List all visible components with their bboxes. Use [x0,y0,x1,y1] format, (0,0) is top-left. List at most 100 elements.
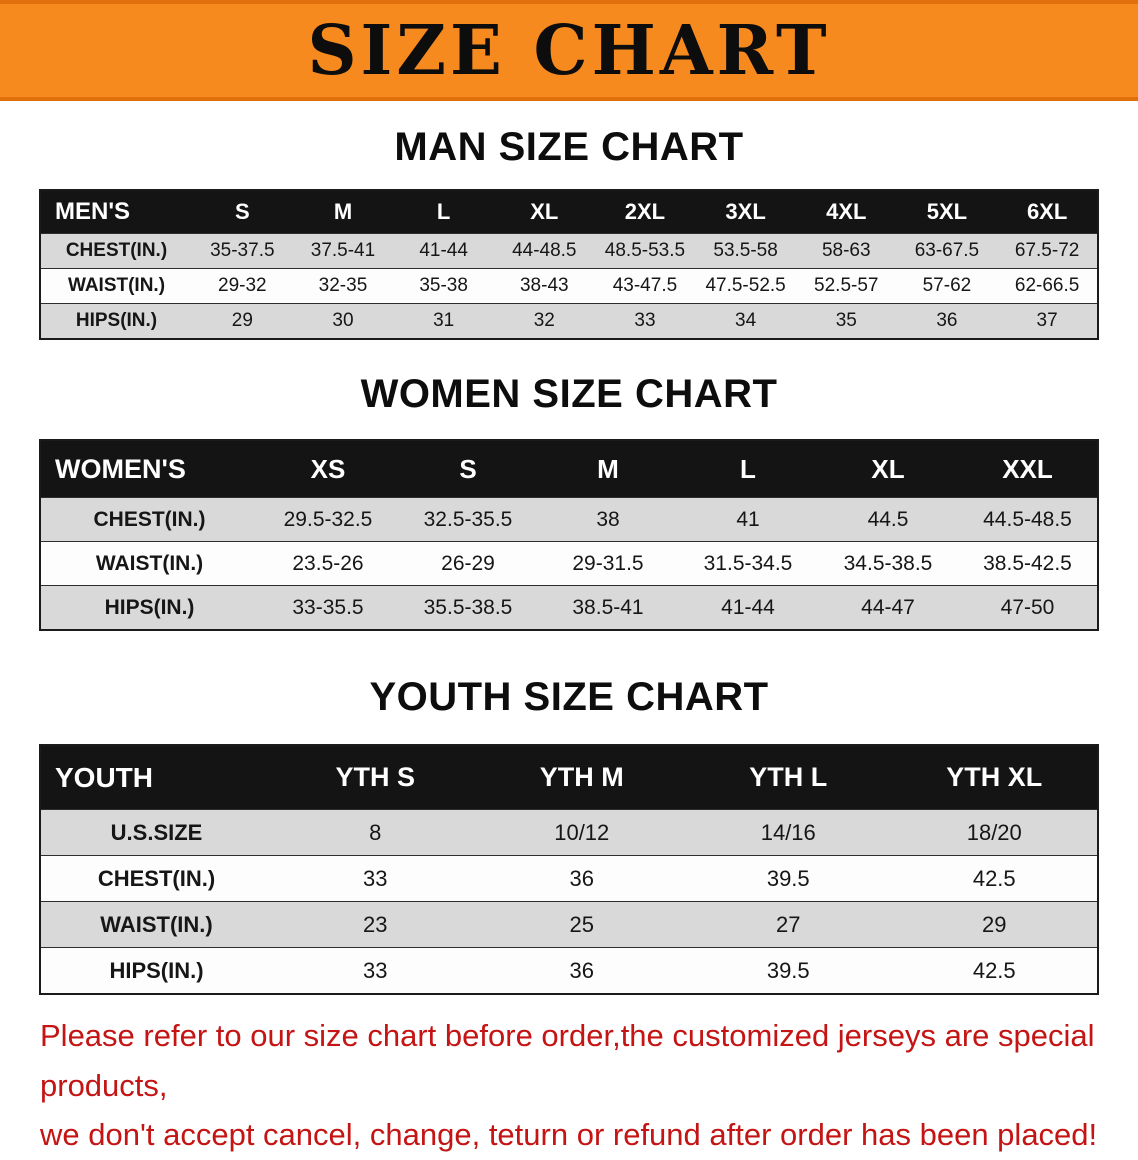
table-cell: 35.5-38.5 [398,585,538,630]
women-size-table-wrap: WOMEN'S XS S M L XL XXL CHEST(IN.) 29.5-32.5 32.5… [39,439,1099,631]
table-cell: 53.5-58 [695,233,796,269]
table-cell: 29-32 [192,268,293,304]
table-cell: 41 [678,497,818,542]
table-cell: 8 [272,809,479,856]
table-cell: 43-47.5 [594,268,696,304]
table-header-size: M [538,440,678,498]
women-section-heading: WOMEN SIZE CHART [360,372,778,416]
row-label: WAIST(IN.) [40,268,192,304]
table-row: CHEST(IN.) 29.5-32.5 32.5-35.5 38 41 44.5 44.5… [40,497,1098,542]
table-cell: 62-66.5 [997,268,1098,304]
row-label: CHEST(IN.) [40,855,272,902]
table-cell: 38.5-41 [538,585,678,630]
row-label: WAIST(IN.) [40,541,258,586]
table-header-label: YOUTH [40,745,272,810]
table-header-size: YTH L [685,745,892,810]
table-cell: 38.5-42.5 [958,541,1098,586]
table-cell: 48.5-53.5 [594,233,696,269]
table-row: HIPS(IN.) 33-35.5 35.5-38.5 38.5-41 41-44 44-… [40,585,1098,630]
table-row: WAIST(IN.) 29-32 32-35 35-38 38-43 43-47.5 47.… [40,268,1098,304]
table-cell: 36 [896,303,998,339]
womens-size-table: WOMEN'S XS S M L XL XXL CHEST(IN.) 29.5-32.5 32.5… [39,439,1099,631]
row-label: HIPS(IN.) [40,585,258,630]
table-header-size: 4XL [795,190,897,234]
row-label: WAIST(IN.) [40,901,272,948]
table-cell: 47.5-52.5 [695,268,796,304]
table-cell: 31.5-34.5 [678,541,818,586]
table-header-size: L [678,440,818,498]
mens-size-table: MEN'S S M L XL 2XL 3XL 4XL 5XL 6XL CHEST(IN.) 35-37… [39,189,1099,340]
banner: SIZE CHART [0,0,1138,101]
table-cell: 27 [685,901,892,948]
table-cell: 42.5 [891,855,1098,902]
table-header-size: XL [818,440,958,498]
table-cell: 63-67.5 [896,233,998,269]
table-header-size: S [398,440,538,498]
table-cell: 29.5-32.5 [258,497,398,542]
table-cell: 33-35.5 [258,585,398,630]
table-cell: 36 [478,947,685,994]
row-label: CHEST(IN.) [40,233,192,269]
youth-size-table: YOUTH YTH S YTH M YTH L YTH XL U.S.SIZE 8 10/12… [39,744,1099,995]
table-cell: 44-48.5 [493,233,595,269]
table-cell: 32 [493,303,595,339]
table-header-size: YTH XL [891,745,1098,810]
row-label: U.S.SIZE [40,809,272,856]
table-cell: 23.5-26 [258,541,398,586]
page-title: SIZE CHART [307,10,831,91]
table-cell: 44.5 [818,497,958,542]
table-cell: 23 [272,901,479,948]
table-header-size: S [192,190,293,234]
table-row: HIPS(IN.) 29 30 31 32 33 34 35 36 37 [40,303,1098,339]
table-cell: 34 [695,303,796,339]
table-row: WAIST(IN.) 23 25 27 29 [40,901,1098,948]
youth-section-heading: YOUTH SIZE CHART [369,675,769,719]
table-header-size: YTH M [478,745,685,810]
table-header-label: WOMEN'S [40,440,258,498]
table-cell: 35-37.5 [192,233,293,269]
table-cell: 25 [478,901,685,948]
table-cell: 32-35 [292,268,394,304]
table-cell: 34.5-38.5 [818,541,958,586]
row-label: HIPS(IN.) [40,947,272,994]
table-cell: 35 [795,303,897,339]
table-cell: 37 [997,303,1098,339]
table-cell: 33 [272,855,479,902]
table-cell: 18/20 [891,809,1098,856]
table-cell: 44.5-48.5 [958,497,1098,542]
table-header-size: XS [258,440,398,498]
table-cell: 29 [891,901,1098,948]
table-cell: 38-43 [493,268,595,304]
table-cell: 33 [594,303,696,339]
table-cell: 39.5 [685,947,892,994]
table-header-size: 3XL [695,190,796,234]
table-cell: 44-47 [818,585,958,630]
table-cell: 14/16 [685,809,892,856]
table-row: CHEST(IN.) 33 36 39.5 42.5 [40,855,1098,902]
table-cell: 29-31.5 [538,541,678,586]
table-cell: 31 [393,303,494,339]
table-header-size: M [292,190,394,234]
women-section: WOMEN SIZE CHART WOMEN'S XS S M L XL XXL CHEST(… [0,372,1138,631]
table-cell: 37.5-41 [292,233,394,269]
table-header-size: L [393,190,494,234]
youth-size-table-wrap: YOUTH YTH S YTH M YTH L YTH XL U.S.SIZE 8 10/12… [39,744,1099,995]
table-cell: 52.5-57 [795,268,897,304]
table-cell: 36 [478,855,685,902]
table-header-size: 6XL [997,190,1098,234]
table-header-row: YOUTH YTH S YTH M YTH L YTH XL [40,745,1098,810]
table-cell: 33 [272,947,479,994]
table-cell: 47-50 [958,585,1098,630]
table-cell: 29 [192,303,293,339]
table-cell: 41-44 [393,233,494,269]
table-cell: 38 [538,497,678,542]
notice-line-2: we don't accept cancel, change, teturn o… [40,1117,1098,1153]
table-cell: 42.5 [891,947,1098,994]
table-header-label: MEN'S [40,190,192,234]
table-header-size: 5XL [896,190,998,234]
table-row: HIPS(IN.) 33 36 39.5 42.5 [40,947,1098,994]
table-cell: 57-62 [896,268,998,304]
table-cell: 30 [292,303,394,339]
youth-section: YOUTH SIZE CHART YOUTH YTH S YTH M YTH L YTH… [0,675,1138,995]
